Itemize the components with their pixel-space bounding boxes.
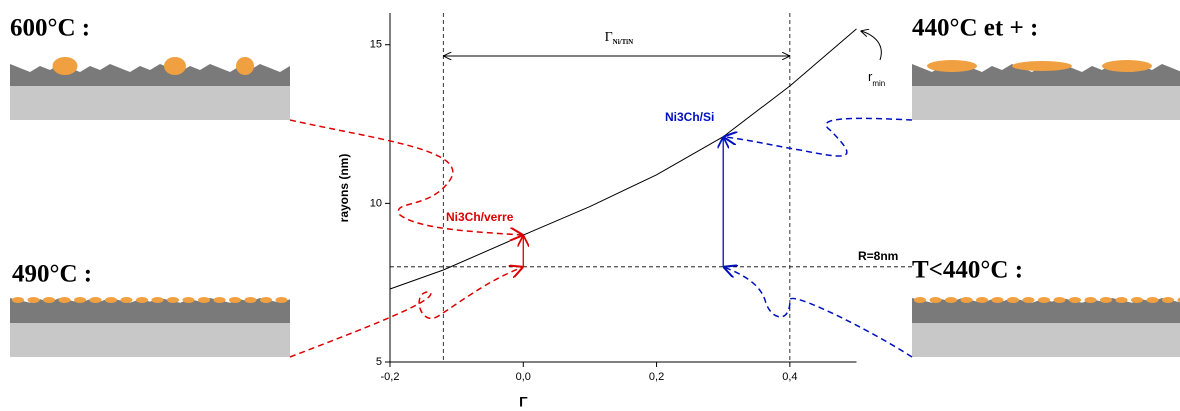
hline-label: R=8nm: [858, 249, 898, 263]
island: [105, 297, 117, 303]
island: [27, 297, 40, 303]
connector: [289, 119, 523, 235]
data-line: [389, 28, 857, 290]
substrate: [10, 86, 290, 120]
island: [244, 297, 257, 303]
x-tick-label: 0,0: [516, 371, 531, 383]
island: [167, 297, 179, 303]
island: [43, 297, 55, 303]
island: [1069, 297, 1081, 303]
island: [1100, 297, 1112, 303]
rmin-label: rmin: [868, 69, 885, 88]
island: [914, 297, 926, 303]
island: [260, 297, 272, 303]
island: [1012, 61, 1072, 71]
substrate: [912, 323, 1180, 357]
island: [976, 297, 988, 303]
island: [1162, 297, 1174, 303]
island: [89, 297, 102, 303]
island: [1084, 297, 1097, 303]
substrate: [912, 86, 1180, 120]
y-tick-label: 5: [376, 356, 382, 368]
connector: [723, 117, 913, 157]
y-tick-label: 15: [370, 39, 382, 51]
panel-label: 490°C :: [12, 261, 92, 288]
island: [945, 297, 957, 303]
span-label-text: Γ: [605, 30, 613, 45]
island: [236, 57, 254, 75]
island: [1115, 297, 1128, 303]
connector: [723, 267, 913, 358]
rough-layer: [10, 64, 290, 86]
island: [151, 297, 164, 303]
rough-layer: [912, 298, 1180, 323]
rmin-text: r: [868, 69, 873, 84]
island: [52, 57, 78, 75]
x-axis-label: Γ: [519, 394, 528, 410]
island: [58, 297, 71, 303]
island: [164, 57, 186, 75]
island: [1102, 60, 1152, 72]
island: [927, 60, 977, 72]
x-tick-label: -0,2: [381, 371, 400, 383]
x-tick-label: 0,4: [782, 371, 797, 383]
y-axis-label: rayons (nm): [337, 154, 351, 223]
arrow-label: Ni3Ch/verre: [446, 210, 514, 224]
island: [1177, 297, 1180, 303]
island: [12, 297, 24, 303]
island: [1022, 297, 1035, 303]
island: [991, 297, 1004, 303]
island: [136, 297, 148, 303]
island: [229, 297, 241, 303]
island: [1038, 297, 1050, 303]
rmin-arrow: [861, 31, 882, 61]
island: [275, 297, 288, 303]
rough-layer: [10, 298, 290, 323]
island: [929, 297, 942, 303]
arrow-label: Ni3Ch/Si: [665, 110, 714, 124]
island: [960, 297, 973, 303]
substrate: [10, 323, 290, 357]
island: [1007, 297, 1019, 303]
rmin-subscript: min: [872, 79, 885, 88]
panel-label: 440°C et + :: [912, 15, 1038, 42]
span-label: ΓNi/TiN: [605, 30, 634, 45]
x-tick-label: 0,2: [649, 371, 664, 383]
connector: [289, 267, 523, 358]
island: [1053, 297, 1066, 303]
island: [1146, 297, 1159, 303]
island: [74, 297, 86, 303]
island: [182, 297, 195, 303]
island: [1131, 297, 1143, 303]
panel-label: T<440°C :: [912, 257, 1023, 284]
span-label-subscript: Ni/TiN: [613, 38, 634, 46]
y-tick-label: 10: [370, 197, 382, 209]
island: [120, 297, 133, 303]
island: [213, 297, 226, 303]
island: [198, 297, 210, 303]
panel-label: 600°C :: [10, 15, 90, 42]
